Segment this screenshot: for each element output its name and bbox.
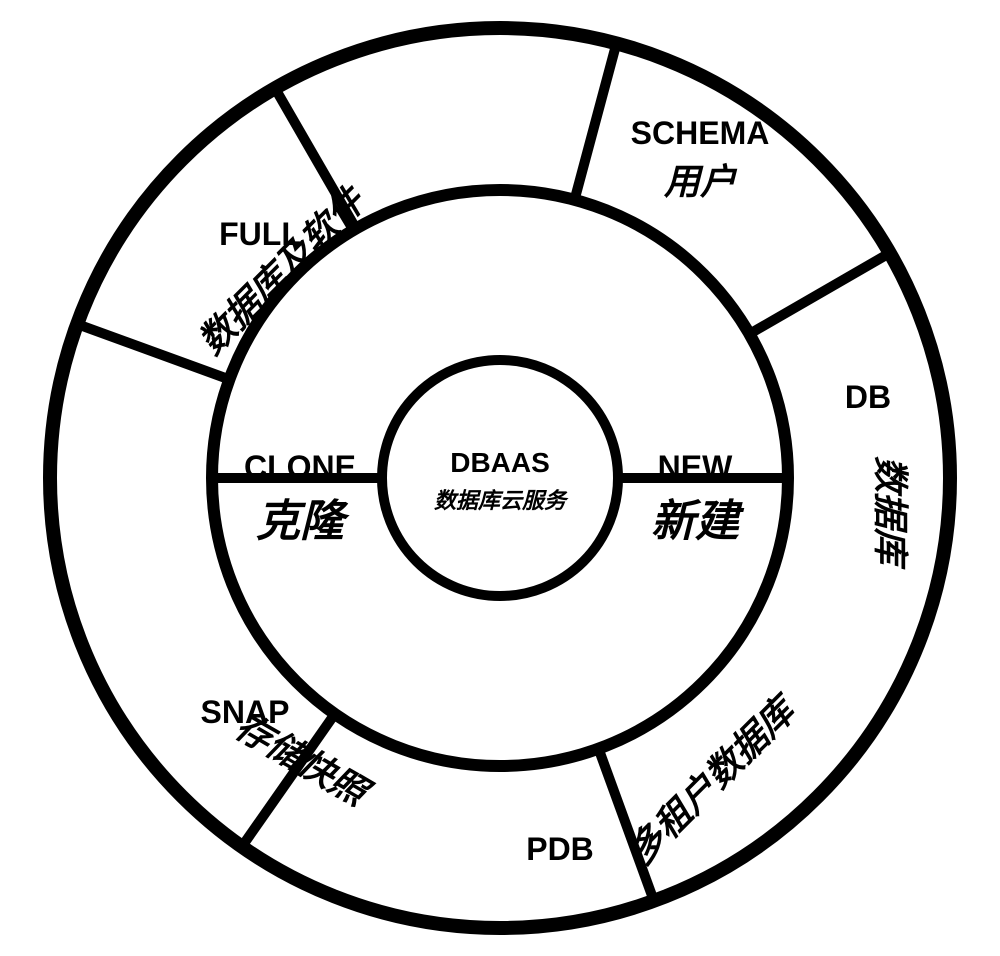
outer-label-zh-pdb: 多租户数据库 [621, 687, 806, 872]
outer-label-en-schema: SCHEMA [631, 115, 770, 151]
inner-ring [382, 360, 618, 596]
outer-label-zh-schema: 用户 [663, 162, 738, 202]
outer-label-en-db: DB [845, 379, 891, 415]
middle-label-zh-clone: 克隆 [256, 497, 350, 546]
radial-diagram: DBAAS 数据库云服务 CLONE克隆NEW新建 SCHEMA用户FULL数据… [0, 0, 1000, 956]
outer-label-zh-full: 数据库及软件 [191, 178, 375, 362]
middle-label-en-new: NEW [658, 449, 733, 485]
center-label-en: DBAAS [450, 447, 550, 478]
divider-line [575, 43, 617, 199]
outer-label-zh-db: 数据库 [870, 456, 910, 570]
center-label-zh: 数据库云服务 [434, 488, 569, 513]
middle-label-en-clone: CLONE [244, 449, 356, 485]
divider-line [749, 253, 889, 334]
outer-ring [50, 28, 950, 928]
middle-label-zh-new: 新建 [651, 497, 745, 546]
outer-label-en-pdb: PDB [526, 831, 594, 867]
